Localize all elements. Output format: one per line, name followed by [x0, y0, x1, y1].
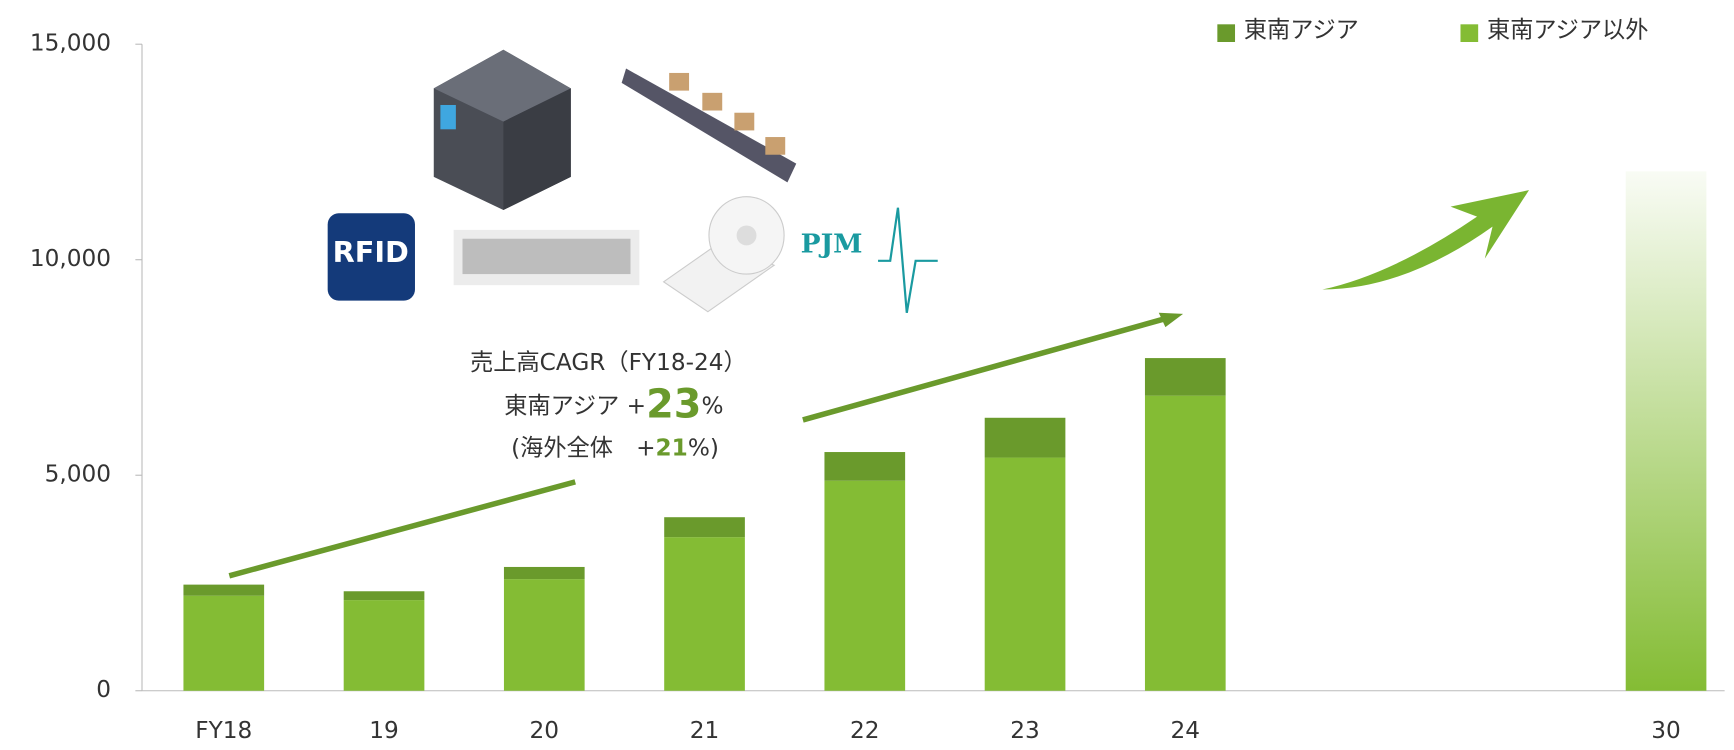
- y-tick-label: 15,000: [30, 30, 111, 57]
- bar-segment: [343, 600, 425, 691]
- bar-segment: [503, 579, 585, 691]
- trend-arrow: [228, 312, 1184, 579]
- x-tick-label: 24: [1171, 717, 1201, 744]
- cagr-title: 売上高CAGR（FY18-24）: [470, 349, 747, 376]
- cagr-sea: 東南アジア +23%: [504, 381, 723, 427]
- bar-segment: [984, 457, 1066, 691]
- x-tick-label: 20: [530, 717, 560, 744]
- x-tick-label: 30: [1651, 717, 1681, 744]
- legend-label: 東南アジア以外: [1487, 16, 1648, 43]
- bar-segment: [183, 595, 265, 691]
- bar-segment: [824, 452, 906, 481]
- bar-segment: [1144, 358, 1226, 396]
- x-tick-label: FY18: [195, 717, 252, 744]
- y-tick-label: 0: [96, 676, 111, 703]
- rfid-logo: RFID: [327, 213, 415, 301]
- cagr-overall: (海外全体 +21%): [511, 434, 719, 461]
- rfid-tag-image: [453, 229, 640, 286]
- y-tick-label: 5,000: [45, 461, 111, 488]
- pjm-logo: PJM: [801, 207, 938, 313]
- overall-value: 21: [656, 434, 688, 461]
- x-tick-label: 21: [690, 717, 720, 744]
- x-tick-label: 23: [1010, 717, 1040, 744]
- bar-segment: [183, 584, 265, 596]
- legend-swatch: [1460, 24, 1479, 42]
- growth-arrow: [1322, 190, 1530, 290]
- conveyor-image: [621, 68, 797, 183]
- legend-swatch: [1217, 24, 1236, 42]
- bar-segment: [824, 480, 906, 691]
- pjm-text: PJM: [801, 228, 863, 259]
- rfid-text: RFID: [333, 235, 409, 269]
- overall-label: (海外全体 +: [511, 434, 655, 461]
- printer-image: [433, 49, 571, 210]
- percent: %: [701, 392, 723, 419]
- bar-segment: [984, 417, 1066, 458]
- bar-segment: [1144, 395, 1226, 691]
- y-tick-label: 10,000: [30, 245, 111, 272]
- sea-value: 23: [646, 381, 701, 427]
- sea-label: 東南アジア +: [504, 392, 646, 419]
- label-roll-image: [662, 196, 785, 313]
- bar-segment: [343, 591, 425, 601]
- bar-segment: [503, 566, 585, 580]
- legend-label: 東南アジア: [1244, 16, 1359, 43]
- bar-segment: [664, 537, 745, 691]
- bar-segment: [664, 517, 745, 538]
- bar-segment: [1625, 171, 1707, 691]
- x-tick-label: 22: [850, 717, 880, 744]
- x-tick-label: 19: [369, 717, 399, 744]
- overall-suffix: %): [688, 434, 719, 461]
